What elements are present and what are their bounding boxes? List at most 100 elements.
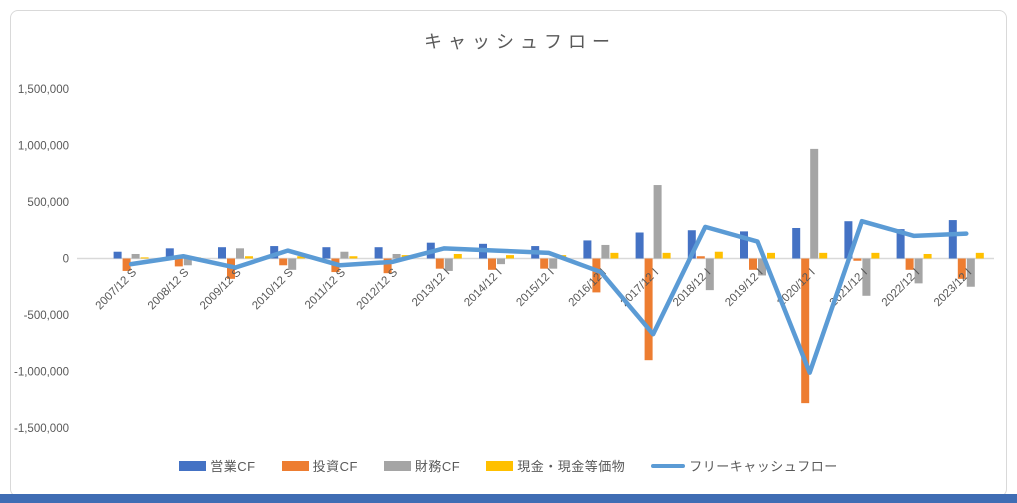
x-tick-label: 2015/12 I xyxy=(514,267,556,309)
bar-投資CF-2015/12 I xyxy=(540,258,549,269)
bar-営業CF-2018/12 I xyxy=(687,230,696,259)
bar-財務CF-2021/12 I xyxy=(862,258,871,296)
cashflow-chart-plot: キャッシュフロー 1,500,000 1,000,000 500,000 0 -500,0… xyxy=(14,32,994,435)
bar-投資CF-2014/12 I xyxy=(488,258,496,270)
bar-現金・現金等価物-2020/12 I xyxy=(819,252,828,259)
bar-現金・現金等価物-2010/12 S xyxy=(297,256,306,259)
x-tick-label: 2012/12 S xyxy=(355,266,401,312)
bar-営業CF-2012/12 S xyxy=(374,247,383,259)
bar-現金・現金等価物-2011/12 S xyxy=(349,256,358,259)
bar-財務CF-2015/12 I xyxy=(549,258,558,269)
bar-投資CF-2018/12 I xyxy=(696,256,705,259)
bar-投資CF-2020/12 I xyxy=(801,258,810,404)
bar-投資CF-2016/12 I xyxy=(592,258,601,293)
bar-現金・現金等価物-2017/12 I xyxy=(662,252,671,259)
bar-財務CF-2008/12 S xyxy=(183,258,192,266)
bar-営業CF-2020/12 I xyxy=(792,227,801,259)
bar-投資CF-2023/12 I xyxy=(957,258,966,279)
legend-item-営業CF[interactable]: 営業CF xyxy=(179,456,255,475)
y-tick-label: -500,000 xyxy=(24,310,69,322)
bar-営業CF-2023/12 I xyxy=(948,220,957,259)
bar-現金・現金等価物-2021/12 I xyxy=(871,252,880,259)
bar-現金・現金等価物-2018/12 I xyxy=(714,251,723,259)
legend-bar-swatch xyxy=(486,460,514,471)
y-tick-label: 1,000,000 xyxy=(18,141,69,153)
bar-営業CF-2017/12 I xyxy=(635,232,644,259)
legend-item-財務CF[interactable]: 財務CF xyxy=(383,456,461,475)
bar-現金・現金等価物-2013/12 I xyxy=(453,253,462,259)
bar-財務CF-2019/12 I xyxy=(758,258,766,276)
bar-財務CF-2010/12 S xyxy=(288,258,297,270)
bar-現金・現金等価物-2022/12 I xyxy=(923,253,932,259)
y-tick-label: 0 xyxy=(63,254,69,266)
bar-営業CF-2011/12 S xyxy=(322,247,331,259)
legend-label: フリーキャッシュフロー xyxy=(689,459,838,474)
y-tick-label: -1,000,000 xyxy=(14,367,69,379)
bar-営業CF-2007/12 S xyxy=(113,251,122,259)
legend-item-現金・現金等価物[interactable]: 現金・現金等価物 xyxy=(486,456,625,475)
chart-title: キャッシュフロー xyxy=(424,32,616,52)
bar-財務CF-2011/12 S xyxy=(340,251,349,259)
legend-bar-swatch xyxy=(179,460,207,471)
y-tick-label: 500,000 xyxy=(27,197,69,209)
bar-現金・現金等価物-2023/12 I xyxy=(975,252,984,259)
legend-bar-swatch xyxy=(281,460,309,471)
bar-営業CF-2008/12 S xyxy=(165,248,174,259)
bar-現金・現金等価物-2014/12 I xyxy=(506,255,514,259)
y-tick-label: 1,500,000 xyxy=(18,84,69,96)
legend-line-swatch xyxy=(651,463,686,468)
bar-営業CF-2010/12 S xyxy=(270,246,279,259)
bar-財務CF-2013/12 I xyxy=(444,258,453,271)
bar-財務CF-2007/12 S xyxy=(131,253,140,259)
bar-現金・現金等価物-2016/12 I xyxy=(610,252,619,259)
chart-legend: 営業CF 投資CF 財務CF 現金・現金等価物 フリーキャッシュフロー xyxy=(0,456,1017,475)
bar-財務CF-2018/12 I xyxy=(705,258,714,291)
bar-営業CF-2019/12 I xyxy=(740,231,748,259)
bar-営業CF-2009/12 S xyxy=(218,247,226,259)
bar-投資CF-2021/12 I xyxy=(853,258,862,261)
bar-投資CF-2017/12 I xyxy=(644,258,653,361)
free-cashflow-line xyxy=(128,218,969,375)
bar-財務CF-2020/12 I xyxy=(810,148,819,259)
legend-label: 財務CF xyxy=(414,459,461,474)
bar-現金・現金等価物-2007/12 S xyxy=(140,257,149,259)
x-tick-label: 2007/12 S xyxy=(94,266,140,312)
y-tick-label: -1,500,000 xyxy=(14,423,69,435)
bar-財務CF-2017/12 I xyxy=(653,185,662,259)
x-tick-label: 2013/12 I xyxy=(410,267,452,309)
x-tick-label: 2019/12 I xyxy=(723,267,765,309)
x-tick-label: 2022/12 I xyxy=(880,267,922,309)
chart-canvas[interactable]: キャッシュフロー 1,500,000 1,000,000 500,000 0 -500,0… xyxy=(10,10,1007,497)
bar-営業CF-2021/12 I xyxy=(844,221,853,259)
bar-現金・現金等価物-2009/12 S xyxy=(245,256,253,259)
bar-財務CF-2012/12 S xyxy=(392,253,401,259)
bar-投資CF-2007/12 S xyxy=(122,258,131,271)
bar-投資CF-2022/12 I xyxy=(905,258,914,270)
bar-投資CF-2012/12 S xyxy=(383,258,392,274)
legend-item-投資CF[interactable]: 投資CF xyxy=(281,456,358,475)
bar-営業CF-2016/12 I xyxy=(583,240,592,259)
x-tick-label: 2023/12 I xyxy=(932,267,974,309)
bar-財務CF-2016/12 I xyxy=(601,244,610,259)
legend-bar-swatch xyxy=(383,460,411,471)
bar-営業CF-2022/12 I xyxy=(896,229,905,259)
bar-現金・現金等価物-2019/12 I xyxy=(767,252,775,259)
x-tick-label: 2011/12 S xyxy=(303,266,348,311)
bar-財務CF-2023/12 I xyxy=(966,258,975,287)
bar-投資CF-2010/12 S xyxy=(279,258,288,266)
bar-投資CF-2008/12 S xyxy=(174,258,183,267)
bar-財務CF-2009/12 S xyxy=(236,248,244,259)
x-tick-label: 2009/12 S xyxy=(198,266,244,312)
bar-投資CF-2013/12 I xyxy=(435,258,444,269)
bar-財務CF-2022/12 I xyxy=(914,258,923,284)
bar-財務CF-2014/12 I xyxy=(497,258,505,265)
legend-label: 現金・現金等価物 xyxy=(517,459,626,474)
legend-label: 営業CF xyxy=(210,459,256,474)
legend-item-フリーキャッシュフロー[interactable]: フリーキャッシュフロー xyxy=(651,456,838,475)
x-tick-label: 2014/12 I xyxy=(462,267,504,309)
bar-投資CF-2019/12 I xyxy=(749,258,757,270)
x-tick-label: 2008/12 S xyxy=(146,266,192,312)
window-bottom-strip xyxy=(0,494,1017,503)
legend-label: 投資CF xyxy=(312,459,358,474)
